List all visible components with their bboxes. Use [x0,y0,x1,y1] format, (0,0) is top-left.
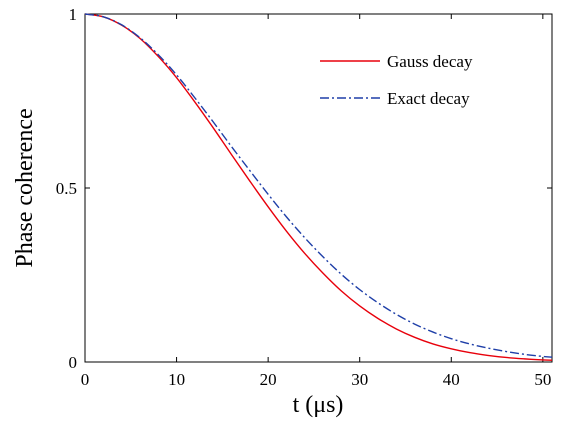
legend: Gauss decay Exact decay [320,52,473,108]
y-tick-label: 0.5 [56,179,77,198]
legend-label: Gauss decay [387,52,473,71]
y-tick-label: 1 [69,5,78,24]
y-tick-label: 0 [69,353,78,372]
legend-label: Exact decay [387,89,470,108]
series-line-exact-decay [84,13,553,358]
x-tick-label: 20 [260,370,277,389]
plot-area-frame [84,13,553,363]
series-layer [84,13,553,361]
x-axis-label: t (μs) [293,392,344,418]
axis-ticks: 0 10 20 30 40 50 0 0.5 1 [56,5,552,389]
x-tick-label: 40 [443,370,460,389]
x-tick-label: 10 [168,370,185,389]
series-line-gauss-decay [84,13,553,361]
y-axis-label: Phase coherence [12,108,38,267]
x-tick-label: 0 [81,370,90,389]
x-tick-label: 50 [534,370,551,389]
x-tick-label: 30 [351,370,368,389]
